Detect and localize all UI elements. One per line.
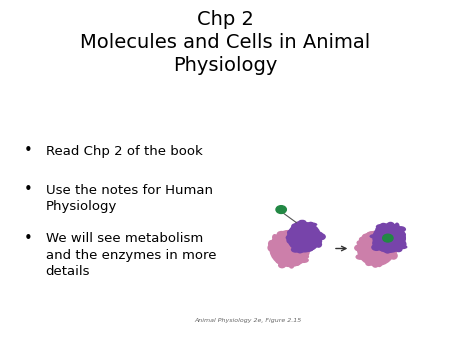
Ellipse shape bbox=[401, 241, 406, 248]
Ellipse shape bbox=[382, 231, 389, 236]
Ellipse shape bbox=[269, 230, 310, 267]
Ellipse shape bbox=[365, 260, 372, 266]
Ellipse shape bbox=[386, 222, 395, 230]
Ellipse shape bbox=[288, 232, 295, 238]
Ellipse shape bbox=[379, 247, 386, 251]
Ellipse shape bbox=[294, 221, 303, 229]
Ellipse shape bbox=[298, 235, 308, 241]
Ellipse shape bbox=[287, 222, 321, 252]
Text: Use the notes for Human
Physiology: Use the notes for Human Physiology bbox=[46, 184, 213, 213]
Ellipse shape bbox=[307, 242, 316, 250]
Ellipse shape bbox=[306, 246, 313, 251]
Text: Chp 2
Molecules and Cells in Animal
Physiology: Chp 2 Molecules and Cells in Animal Phys… bbox=[80, 10, 370, 74]
Ellipse shape bbox=[396, 236, 406, 241]
Ellipse shape bbox=[381, 256, 388, 262]
Ellipse shape bbox=[315, 238, 322, 244]
Ellipse shape bbox=[274, 253, 281, 261]
Ellipse shape bbox=[316, 233, 326, 240]
Ellipse shape bbox=[287, 230, 293, 235]
Ellipse shape bbox=[356, 240, 363, 245]
Ellipse shape bbox=[276, 259, 285, 264]
Ellipse shape bbox=[388, 225, 398, 230]
Ellipse shape bbox=[389, 252, 398, 260]
Circle shape bbox=[382, 234, 393, 242]
Ellipse shape bbox=[385, 240, 396, 245]
Ellipse shape bbox=[299, 258, 309, 263]
Ellipse shape bbox=[300, 250, 307, 256]
Ellipse shape bbox=[300, 245, 309, 251]
Ellipse shape bbox=[384, 248, 391, 254]
Text: Animal Physiology 2e, Figure 2.15: Animal Physiology 2e, Figure 2.15 bbox=[195, 318, 302, 323]
Ellipse shape bbox=[300, 244, 309, 251]
Ellipse shape bbox=[284, 230, 292, 236]
Ellipse shape bbox=[307, 222, 314, 227]
Ellipse shape bbox=[398, 232, 406, 238]
Ellipse shape bbox=[376, 261, 382, 267]
Ellipse shape bbox=[374, 230, 382, 234]
Ellipse shape bbox=[368, 232, 376, 238]
Ellipse shape bbox=[286, 237, 292, 244]
Ellipse shape bbox=[394, 222, 400, 230]
Ellipse shape bbox=[275, 236, 280, 241]
Ellipse shape bbox=[383, 234, 393, 238]
Ellipse shape bbox=[376, 224, 385, 230]
Ellipse shape bbox=[267, 244, 274, 251]
Ellipse shape bbox=[298, 238, 308, 246]
Ellipse shape bbox=[293, 262, 300, 266]
Ellipse shape bbox=[283, 260, 288, 266]
Ellipse shape bbox=[387, 237, 392, 243]
Ellipse shape bbox=[298, 220, 306, 224]
Ellipse shape bbox=[397, 245, 407, 249]
Ellipse shape bbox=[315, 241, 322, 248]
Ellipse shape bbox=[291, 246, 301, 253]
Ellipse shape bbox=[311, 226, 318, 233]
Ellipse shape bbox=[357, 231, 396, 266]
Ellipse shape bbox=[316, 232, 323, 238]
Ellipse shape bbox=[371, 244, 382, 251]
Ellipse shape bbox=[383, 248, 390, 252]
Text: We will see metabolism
and the enzymes in more
details: We will see metabolism and the enzymes i… bbox=[46, 232, 216, 278]
Ellipse shape bbox=[395, 246, 403, 252]
Ellipse shape bbox=[272, 234, 278, 241]
Ellipse shape bbox=[268, 240, 274, 247]
Ellipse shape bbox=[372, 240, 378, 246]
Ellipse shape bbox=[291, 223, 300, 230]
Ellipse shape bbox=[308, 222, 317, 226]
Ellipse shape bbox=[379, 223, 388, 230]
Ellipse shape bbox=[359, 237, 366, 242]
Text: •: • bbox=[24, 143, 33, 158]
Ellipse shape bbox=[354, 244, 365, 251]
Ellipse shape bbox=[289, 263, 294, 269]
Ellipse shape bbox=[372, 262, 379, 268]
Ellipse shape bbox=[392, 248, 398, 254]
Ellipse shape bbox=[369, 234, 380, 239]
Ellipse shape bbox=[356, 254, 365, 260]
Ellipse shape bbox=[364, 258, 370, 263]
Ellipse shape bbox=[286, 235, 292, 240]
Ellipse shape bbox=[387, 246, 396, 250]
Ellipse shape bbox=[296, 247, 304, 254]
Text: •: • bbox=[24, 231, 33, 246]
Ellipse shape bbox=[301, 254, 309, 259]
Ellipse shape bbox=[277, 231, 286, 237]
Ellipse shape bbox=[372, 223, 406, 253]
Ellipse shape bbox=[302, 241, 308, 248]
Ellipse shape bbox=[375, 227, 382, 232]
Ellipse shape bbox=[290, 231, 301, 238]
Ellipse shape bbox=[278, 262, 286, 268]
Circle shape bbox=[276, 206, 286, 214]
Ellipse shape bbox=[271, 249, 279, 254]
Ellipse shape bbox=[367, 231, 377, 237]
Ellipse shape bbox=[373, 232, 381, 237]
Ellipse shape bbox=[358, 248, 368, 253]
Ellipse shape bbox=[386, 247, 396, 252]
Ellipse shape bbox=[290, 242, 299, 248]
Ellipse shape bbox=[396, 226, 406, 233]
Text: •: • bbox=[24, 182, 33, 197]
Ellipse shape bbox=[290, 227, 299, 233]
Ellipse shape bbox=[379, 257, 385, 265]
Ellipse shape bbox=[362, 234, 369, 241]
Text: Read Chp 2 of the book: Read Chp 2 of the book bbox=[46, 145, 203, 158]
